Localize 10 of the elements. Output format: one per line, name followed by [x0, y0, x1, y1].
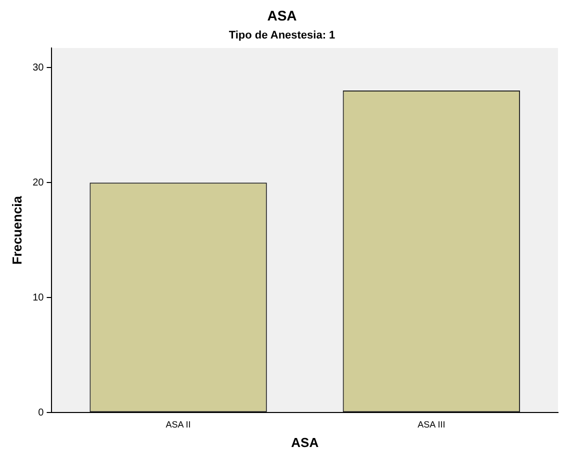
y-axis-title: Frecuencia	[9, 195, 24, 265]
chart-subtitle: Tipo de Anestesia: 1	[228, 29, 336, 42]
x-tick-label: ASA III	[418, 419, 446, 430]
x-tick-label: ASA II	[166, 419, 191, 430]
y-tick-label: 0	[38, 407, 44, 418]
x-axis-title: ASA	[291, 434, 320, 450]
chart-title: ASA	[267, 7, 297, 24]
y-tick-label: 10	[32, 292, 44, 304]
y-tick-label: 30	[32, 62, 44, 74]
y-tick-label: 20	[32, 177, 44, 188]
